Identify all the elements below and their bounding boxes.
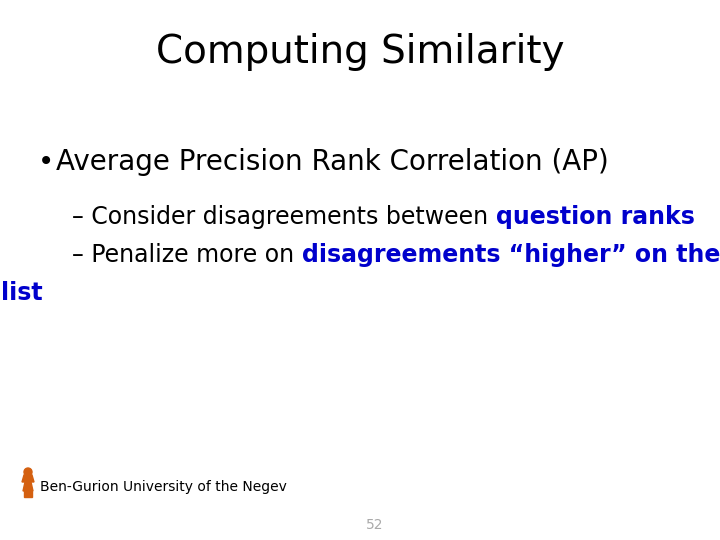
Text: question ranks: question ranks: [495, 205, 695, 229]
Text: •: •: [38, 148, 54, 176]
Polygon shape: [24, 491, 32, 497]
Text: – Penalize more on: – Penalize more on: [0, 539, 1, 540]
Text: Computing Similarity: Computing Similarity: [156, 33, 564, 71]
Polygon shape: [22, 475, 34, 482]
Polygon shape: [23, 482, 33, 491]
Text: Ben-Gurion University of the Negev: Ben-Gurion University of the Negev: [40, 480, 287, 494]
Text: – Penalize more on: – Penalize more on: [72, 243, 302, 267]
Text: Average Precision Rank Correlation (AP): Average Precision Rank Correlation (AP): [56, 148, 608, 176]
Text: 52: 52: [366, 518, 384, 532]
Circle shape: [24, 468, 32, 476]
Text: disagreements “higher” on the: disagreements “higher” on the: [302, 243, 720, 267]
Text: list: list: [1, 281, 42, 305]
Text: – Consider disagreements between: – Consider disagreements between: [72, 205, 495, 229]
